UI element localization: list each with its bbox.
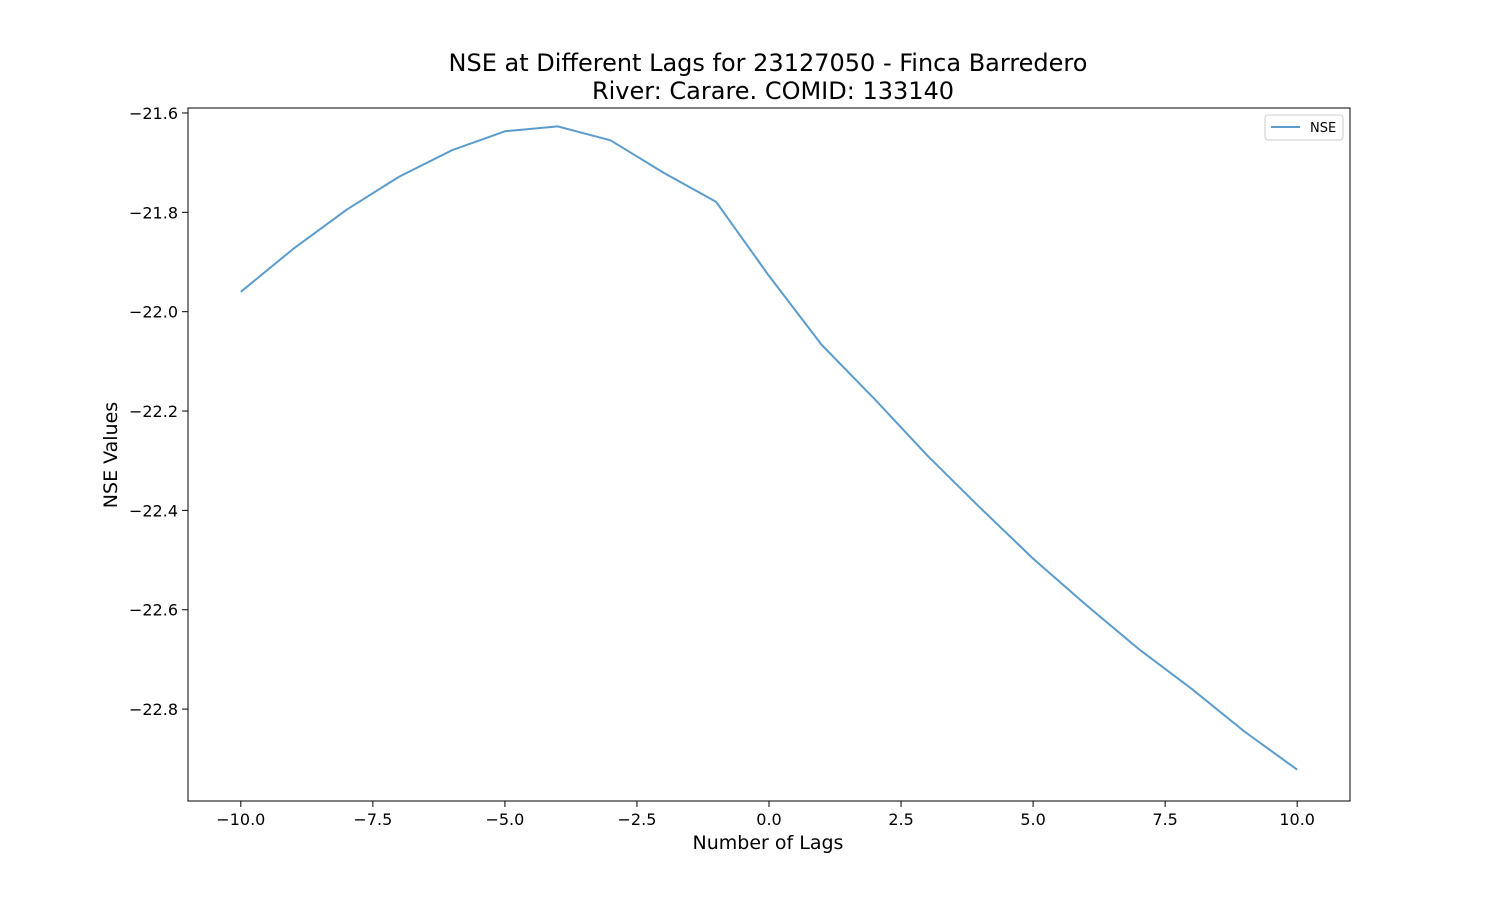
y-tick-label: −22.2 xyxy=(129,402,178,421)
data-point xyxy=(716,201,717,202)
legend: NSE xyxy=(1264,114,1344,141)
data-point xyxy=(769,275,770,276)
data-point xyxy=(504,131,505,132)
data-point xyxy=(1244,731,1245,732)
y-tick-label: −22.0 xyxy=(129,303,178,322)
data-point xyxy=(663,172,664,173)
chart-title-line-2: River: Carare. COMID: 133140 xyxy=(592,77,954,105)
x-tick-label: 7.5 xyxy=(1152,810,1177,829)
data-point xyxy=(452,150,453,151)
y-axis-ticks: −21.6 −21.8 −22.0 −22.2 −22.4 −22.6 −22.8 xyxy=(129,104,188,719)
y-tick-label: −21.8 xyxy=(129,203,178,222)
x-axis-label: Number of Lags xyxy=(693,832,844,854)
data-point xyxy=(557,126,558,127)
x-tick-label: 5.0 xyxy=(1020,810,1045,829)
data-point xyxy=(293,248,294,249)
x-tick-label: 2.5 xyxy=(888,810,913,829)
legend-box xyxy=(1264,114,1344,141)
series-layer xyxy=(240,125,1298,771)
data-point xyxy=(346,209,347,210)
x-tick-label: 0.0 xyxy=(756,810,781,829)
x-tick-label: 10.0 xyxy=(1279,810,1315,829)
data-point xyxy=(821,344,822,345)
chart-title-line-1: NSE at Different Lags for 23127050 - Fin… xyxy=(449,49,1088,77)
legend-label-nse: NSE xyxy=(1310,121,1336,136)
data-point xyxy=(399,176,400,177)
series-line-nse xyxy=(240,125,1298,771)
data-point xyxy=(1297,769,1298,770)
x-tick-label: −7.5 xyxy=(353,810,392,829)
data-point xyxy=(610,140,611,141)
y-tick-label: −22.8 xyxy=(129,700,178,719)
x-tick-label: −10.0 xyxy=(216,810,265,829)
data-point xyxy=(980,507,981,508)
y-tick-label: −22.6 xyxy=(129,601,178,620)
data-point xyxy=(1033,558,1034,559)
data-point xyxy=(1138,648,1139,649)
data-point xyxy=(874,399,875,400)
y-tick-label: −21.6 xyxy=(129,104,178,123)
x-axis-ticks: −10.0 −7.5 −5.0 −2.5 0.0 2.5 5.0 7.5 10.0 xyxy=(216,801,1315,829)
plot-area-frame xyxy=(187,107,1351,802)
y-tick-label: −22.4 xyxy=(129,501,178,520)
data-point xyxy=(927,455,928,456)
x-tick-label: −5.0 xyxy=(485,810,524,829)
data-point xyxy=(240,291,241,292)
data-point xyxy=(1085,604,1086,605)
data-point xyxy=(1191,688,1192,689)
y-axis-label: NSE Values xyxy=(100,402,122,508)
x-tick-label: −2.5 xyxy=(618,810,657,829)
